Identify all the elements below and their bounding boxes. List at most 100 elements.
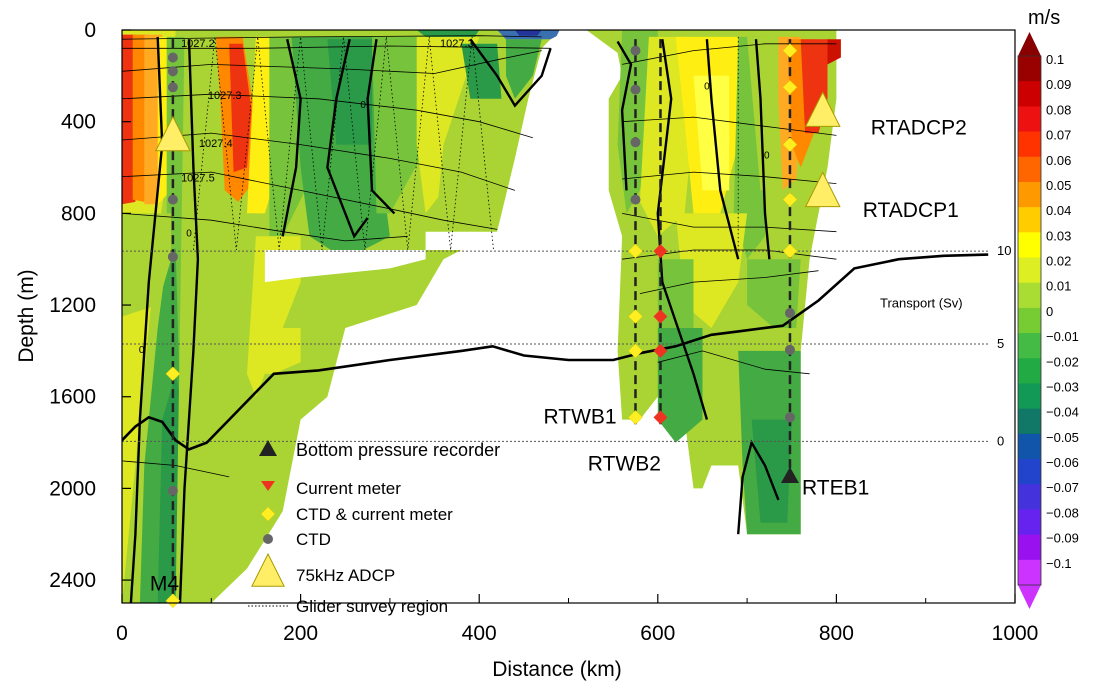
velocity-patch xyxy=(657,328,703,443)
colorbar-tick-label: −0.05 xyxy=(1046,430,1079,445)
y-tick-label: 1600 xyxy=(49,386,96,409)
ctd-marker xyxy=(167,194,178,205)
zero-contour xyxy=(469,38,552,108)
zero-contour-label: 0 xyxy=(764,150,770,161)
colorbar-swatch xyxy=(1018,81,1041,107)
transport-tick-label: 0 xyxy=(997,433,1004,448)
colorbar-swatch xyxy=(1018,408,1041,435)
x-tick-label: 600 xyxy=(640,622,675,645)
mooring-name-label: RTADCP1 xyxy=(863,199,959,222)
zero-contour-label: 0 xyxy=(186,228,192,239)
axes: 0 200 400 600 800 100004008001200160020002400… xyxy=(15,19,1038,681)
colorbar-swatch xyxy=(1018,131,1041,158)
isopycnal-line xyxy=(122,50,542,74)
y-tick-label: 400 xyxy=(61,111,96,134)
y-tick-label: 2400 xyxy=(49,569,96,592)
legend-adcp-symbol xyxy=(251,552,285,587)
ctd-current-meter-marker xyxy=(782,243,798,259)
ctd-current-meter-marker xyxy=(165,593,181,609)
velocity-patch xyxy=(434,36,533,237)
mooring-name-label: RTEB1 xyxy=(802,476,869,499)
zero-contour xyxy=(178,39,200,603)
transport-tick-label: 10 xyxy=(997,243,1011,258)
ctd-marker xyxy=(784,308,795,319)
colorbar-frame xyxy=(1017,55,1042,586)
ctd-marker xyxy=(167,485,178,496)
current-meter-marker xyxy=(653,309,668,324)
zero-contour xyxy=(754,39,771,260)
isopycnal-line xyxy=(622,116,837,136)
ctd-current-meter-marker xyxy=(628,309,643,324)
isopycnal-line xyxy=(622,43,837,65)
mooring-name-label: RTWB1 xyxy=(543,405,616,428)
velocity-field xyxy=(122,30,841,603)
zero-contour xyxy=(705,39,740,260)
bottom-pressure-recorder-marker xyxy=(780,466,799,483)
ctd-marker xyxy=(630,45,641,56)
x-tick-label: 1000 xyxy=(992,622,1039,645)
legend-label: Bottom pressure recorder xyxy=(296,440,500,460)
colorbar-tick-label: −0.07 xyxy=(1046,480,1079,495)
velocity-patch xyxy=(327,39,372,145)
colorbar-tick-label: −0.09 xyxy=(1046,531,1079,546)
colorbar-unit-label: m/s xyxy=(1028,7,1060,29)
ctd-marker xyxy=(167,82,178,93)
ridge-gap xyxy=(550,30,605,53)
colorbar-tick-label: 0.02 xyxy=(1046,254,1071,269)
colorbar-tick-label: 0.06 xyxy=(1046,153,1071,168)
velocity-patch xyxy=(461,43,502,99)
colorbar-swatch xyxy=(1018,156,1041,183)
colorbar-bottom-arrow xyxy=(1018,585,1041,609)
velocity-patch xyxy=(255,328,301,374)
colorbar-tick-label: 0.03 xyxy=(1046,228,1071,243)
isopycnal-label: 1027.5 xyxy=(181,172,215,184)
isopycnal-label: 1027.3 xyxy=(440,38,474,50)
colorbar-swatch xyxy=(1018,358,1041,384)
ctd-marker xyxy=(167,251,178,262)
ctd-current-meter-marker xyxy=(782,137,798,152)
isopycnal-label: 1027.2 xyxy=(181,38,215,50)
y-tick-label: 2000 xyxy=(49,477,96,500)
legend-label: CTD & current meter xyxy=(296,505,453,524)
x-axis-label: Distance (km) xyxy=(492,658,622,681)
y-axis-label: Depth (m) xyxy=(15,269,38,362)
colorbar-swatch xyxy=(1018,509,1041,536)
colorbar-tick-label: −0.01 xyxy=(1046,329,1079,344)
mooring-name-label: RTWB2 xyxy=(588,452,661,475)
colorbar-swatch xyxy=(1018,307,1041,334)
ctd-marker xyxy=(630,194,641,205)
adcp-marker xyxy=(804,91,841,127)
velocity-patch xyxy=(827,39,841,65)
colorbar-tick-label: 0.05 xyxy=(1046,178,1071,193)
colorbar-swatch xyxy=(1018,282,1041,309)
adcp-marker xyxy=(804,171,841,208)
current-meter-marker xyxy=(653,410,668,425)
transport-curve xyxy=(122,253,989,451)
colorbar-tick-label: −0.02 xyxy=(1046,354,1079,369)
colorbar-tick-label: 0.01 xyxy=(1046,279,1071,294)
isopycnal-line xyxy=(122,35,542,40)
colorbar: 0.1 0.09 0.08 0.07 0.06 0.05 0.04 0.03 0.02 0.01 0… xyxy=(1017,7,1079,609)
colorbar-top-arrow xyxy=(1018,32,1041,56)
x-tick-label: 0 xyxy=(116,622,128,645)
legend-bpr-symbol xyxy=(259,440,277,456)
transport-tick-label: 5 xyxy=(997,336,1004,351)
ctd-marker xyxy=(630,137,641,148)
isopycnal-line xyxy=(122,132,516,191)
mooring-instruments: M4 RTWB1 RTWB2 RTEB1 RTADCP2 RTADCP1 xyxy=(150,39,967,609)
zero-contour xyxy=(281,38,302,237)
zero-contour xyxy=(129,36,164,603)
velocity-patch xyxy=(122,213,172,317)
current-meter-marker xyxy=(653,343,668,358)
x-tick-label: 800 xyxy=(819,622,854,645)
ctd-marker xyxy=(784,344,795,355)
colorbar-swatch xyxy=(1018,257,1041,284)
colorbar-tick-label: 0.09 xyxy=(1046,77,1071,92)
x-tick-label: 400 xyxy=(462,622,497,645)
legend-label: Glider survey region xyxy=(296,597,448,616)
y-tick-label: 1200 xyxy=(49,294,96,317)
velocity-patch xyxy=(751,419,792,523)
velocity-patch xyxy=(416,30,480,37)
colorbar-tick-label: 0.08 xyxy=(1046,102,1071,117)
legend-label: 75kHz ADCP xyxy=(296,566,395,585)
